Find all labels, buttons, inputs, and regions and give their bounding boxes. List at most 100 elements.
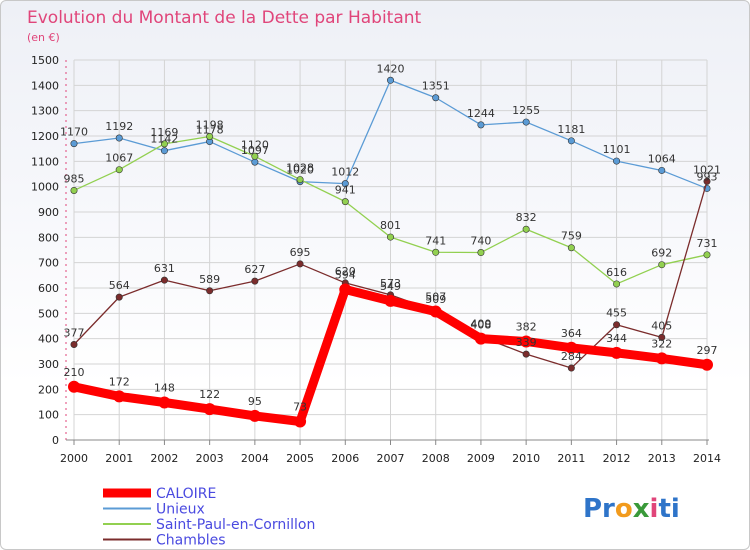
data-label-caloire: 364	[561, 327, 582, 340]
data-point-unieux	[160, 147, 168, 155]
y-tick-label: 900	[38, 206, 59, 219]
data-point-unieux	[613, 157, 621, 165]
data-point-chambles	[522, 350, 530, 358]
data-label-saint-paul-en-cornillon: 731	[697, 237, 718, 250]
data-point-saint-paul-en-cornillon	[386, 233, 394, 241]
data-label-chambles: 631	[154, 262, 175, 275]
data-point-saint-paul-en-cornillon	[613, 280, 621, 288]
data-point-saint-paul-en-cornillon	[477, 249, 485, 257]
data-point-caloire	[429, 305, 442, 318]
data-label-caloire: 73	[293, 401, 307, 414]
data-point-caloire	[203, 403, 216, 416]
data-point-caloire	[248, 409, 261, 422]
x-tick-label: 2000	[60, 452, 88, 465]
data-point-unieux	[341, 180, 349, 188]
data-label-unieux: 1170	[60, 126, 88, 139]
data-label-unieux: 1181	[557, 123, 585, 136]
data-point-unieux	[251, 158, 259, 166]
data-label-chambles: 620	[335, 265, 356, 278]
data-label-saint-paul-en-cornillon: 941	[335, 184, 356, 197]
y-tick-label: 100	[38, 409, 59, 422]
data-point-unieux	[477, 121, 485, 129]
data-label-caloire: 344	[606, 332, 627, 345]
data-point-chambles	[703, 177, 711, 185]
y-tick-label: 1300	[31, 105, 59, 118]
y-tick-label: 1500	[31, 54, 59, 67]
data-point-chambles	[567, 364, 575, 372]
legend-entry: CALOIRE	[156, 486, 216, 502]
legend-entry: Chambles	[156, 533, 226, 549]
data-label-chambles: 284	[561, 350, 582, 363]
legend-entry: Saint-Paul-en-Cornillon	[156, 517, 315, 533]
data-label-unieux: 1020	[286, 164, 314, 177]
legend: CALOIREUnieuxSaint-Paul-en-CornillonCham…	[103, 486, 315, 549]
data-label-chambles: 455	[606, 307, 627, 320]
data-point-saint-paul-en-cornillon	[206, 133, 214, 141]
data-point-saint-paul-en-cornillon	[522, 225, 530, 233]
data-label-saint-paul-en-cornillon: 741	[425, 234, 446, 247]
data-label-caloire: 594	[335, 269, 356, 282]
data-label-caloire: 400	[470, 318, 491, 331]
data-labels: 1170 1192 1142 1178 1097 1020 1012 1420 1351 1244…	[60, 62, 721, 413]
x-tick-label: 2013	[648, 452, 676, 465]
data-point-caloire	[474, 332, 487, 345]
data-label-chambles: 405	[651, 319, 672, 332]
legend-entry: Unieux	[156, 502, 205, 518]
data-label-saint-paul-en-cornillon: 740	[470, 235, 491, 248]
y-tick-label: 400	[38, 333, 59, 346]
y-tick-label: 1400	[31, 79, 59, 92]
data-label-unieux: 993	[697, 170, 718, 183]
chart-subtitle: (en €)	[27, 31, 60, 44]
data-point-caloire	[520, 335, 533, 348]
x-tick-label: 2012	[603, 452, 631, 465]
data-label-saint-paul-en-cornillon: 616	[606, 266, 627, 279]
y-tick-label: 800	[38, 231, 59, 244]
data-point-saint-paul-en-cornillon	[251, 152, 259, 160]
data-label-saint-paul-en-cornillon: 801	[380, 219, 401, 232]
y-tick-label: 1100	[31, 155, 59, 168]
y-tick-label: 300	[38, 358, 59, 371]
data-label-unieux: 1142	[150, 133, 178, 146]
data-point-unieux	[522, 118, 530, 126]
y-axis: 0 100 200 300 400 500 600 700 800 900 1000 1100 1200…	[31, 54, 67, 447]
data-label-unieux: 1351	[422, 80, 450, 93]
data-point-saint-paul-en-cornillon	[115, 166, 123, 174]
data-label-chambles: 573	[380, 277, 401, 290]
x-tick-label: 2014	[693, 452, 721, 465]
data-point-unieux	[70, 140, 78, 148]
data-label-saint-paul-en-cornillon: 1067	[105, 152, 133, 165]
data-label-unieux: 1255	[512, 104, 540, 117]
data-label-caloire: 382	[516, 320, 537, 333]
x-tick-label: 2008	[422, 452, 450, 465]
data-label-caloire: 95	[248, 395, 262, 408]
data-label-unieux: 1178	[196, 124, 224, 137]
proxiti-logo: Proxiti	[583, 494, 680, 524]
data-point-chambles	[115, 293, 123, 301]
data-point-saint-paul-en-cornillon	[432, 248, 440, 256]
data-point-unieux	[567, 137, 575, 145]
y-tick-label: 600	[38, 282, 59, 295]
data-point-caloire	[701, 358, 713, 371]
data-label-caloire: 122	[199, 388, 220, 401]
data-label-caloire: 148	[154, 382, 175, 395]
data-point-unieux	[658, 166, 666, 174]
x-tick-label: 2002	[150, 452, 178, 465]
data-label-saint-paul-en-cornillon: 1028	[286, 162, 314, 175]
data-point-unieux	[432, 94, 440, 102]
data-label-chambles: 339	[516, 336, 537, 349]
data-label-saint-paul-en-cornillon: 1120	[241, 138, 269, 151]
data-label-unieux: 1097	[241, 144, 269, 157]
data-point-unieux	[115, 134, 123, 142]
x-tick-label: 2006	[331, 452, 359, 465]
x-axis: 2000 2001 2002 2003 2004 2005 2006 2007 2008 2009…	[60, 439, 721, 465]
data-point-chambles	[613, 321, 621, 329]
data-point-saint-paul-en-cornillon	[70, 186, 78, 194]
data-point-saint-paul-en-cornillon	[567, 244, 575, 252]
data-label-saint-paul-en-cornillon: 692	[651, 247, 672, 260]
data-label-unieux: 1244	[467, 107, 495, 120]
data-point-caloire	[68, 380, 80, 393]
data-point-chambles	[296, 260, 304, 268]
data-point-caloire	[294, 415, 307, 428]
data-label-unieux: 1101	[603, 143, 631, 156]
data-label-saint-paul-en-cornillon: 1169	[150, 126, 178, 139]
